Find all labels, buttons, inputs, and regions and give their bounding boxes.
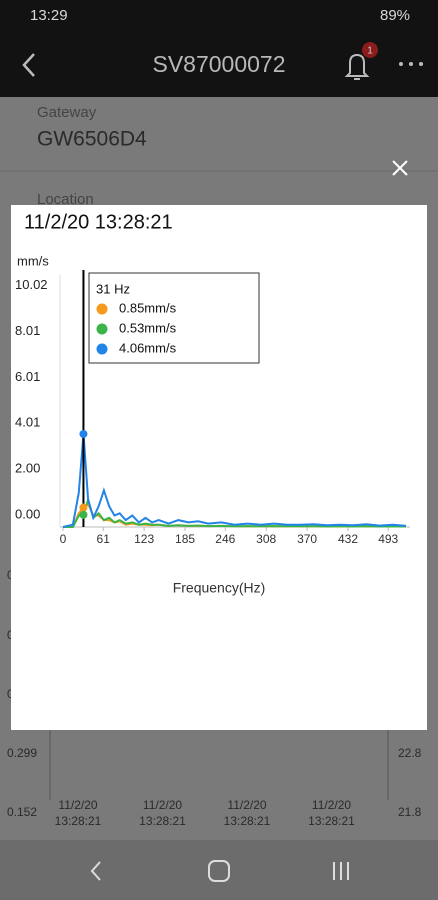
bg-x-time: 13:28:21	[55, 814, 102, 828]
y-tick-label: 8.01	[15, 323, 40, 338]
x-tick-label: 432	[338, 532, 358, 546]
x-tick-label: 185	[175, 532, 195, 546]
x-tick-label: 123	[134, 532, 154, 546]
app-title: SV87000072	[152, 51, 285, 77]
y-tick-label: 6.01	[15, 369, 40, 384]
x-tick-label: 0	[60, 532, 67, 546]
tooltip-swatch	[96, 323, 108, 335]
bg-x-time: 13:28:21	[139, 814, 186, 828]
cursor-dot	[79, 510, 88, 519]
x-axis-label: Frequency(Hz)	[173, 580, 266, 596]
bg-left-label: 0.152	[7, 805, 37, 819]
tooltip-swatch	[96, 343, 108, 355]
back-button[interactable]	[22, 53, 35, 77]
tooltip-value: 0.85mm/s	[119, 300, 177, 315]
bell-icon[interactable]	[344, 53, 370, 80]
series-line	[62, 433, 407, 528]
x-tick-label: 308	[256, 532, 276, 546]
x-tick-label: 493	[378, 532, 398, 546]
bg-x-time: 13:28:21	[308, 814, 355, 828]
gateway-value: GW6506D4	[37, 128, 147, 151]
badge-count: 1	[367, 46, 373, 57]
x-tick-label: 61	[97, 532, 111, 546]
cursor-dot	[79, 503, 88, 512]
x-tick-label: 246	[215, 532, 235, 546]
nav-home[interactable]	[208, 860, 230, 882]
gateway-label: Gateway	[37, 104, 97, 121]
x-tick-label: 370	[297, 532, 317, 546]
bg-left-label: 0.299	[7, 746, 37, 760]
bg-x-date: 11/2/20	[143, 798, 182, 812]
close-button[interactable]	[392, 160, 408, 176]
bg-x-time: 13:28:21	[224, 814, 271, 828]
nav-back[interactable]	[90, 861, 101, 881]
y-unit: mm/s	[17, 253, 49, 268]
location-label: Location	[37, 191, 94, 208]
y-tick-label: 10.02	[15, 277, 48, 292]
bg-x-date: 11/2/20	[312, 798, 351, 812]
tooltip-title: 31 Hz	[96, 281, 130, 296]
status-battery: 89%	[380, 7, 410, 24]
nav-recents[interactable]	[333, 862, 349, 880]
bg-right-label: 22.8	[398, 746, 422, 760]
tooltip-box	[88, 272, 260, 364]
badge	[362, 42, 378, 58]
chart-title: 11/2/20 13:28:21	[24, 211, 173, 233]
tooltip-swatch	[96, 303, 108, 315]
more-menu[interactable]	[399, 62, 423, 66]
y-tick-label: 4.01	[15, 415, 40, 430]
status-time: 13:29	[30, 7, 68, 24]
bg-x-date: 11/2/20	[227, 798, 266, 812]
cursor-dot	[79, 429, 88, 438]
series-line	[63, 495, 406, 528]
y-tick-label: 0.00	[15, 506, 40, 521]
nav-bar	[0, 840, 438, 900]
bg-right-label: 21.8	[398, 805, 422, 819]
bg-x-date: 11/2/20	[58, 798, 97, 812]
tooltip-value: 4.06mm/s	[119, 340, 177, 355]
y-tick-label: 2.00	[15, 461, 40, 476]
tooltip-value: 0.53mm/s	[119, 320, 177, 335]
